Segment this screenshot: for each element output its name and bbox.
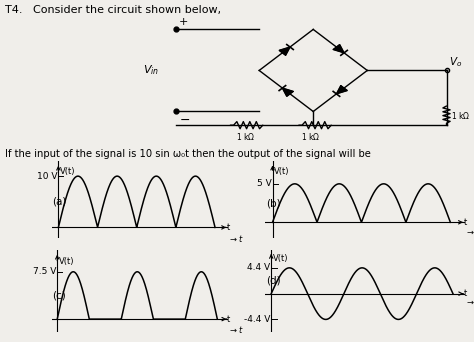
Text: If the input of the signal is 10 sin ω₀t then the output of the signal will be: If the input of the signal is 10 sin ω₀t… — [5, 149, 371, 159]
Text: t: t — [464, 218, 466, 227]
Text: 1 k$\Omega$: 1 k$\Omega$ — [451, 110, 470, 121]
Text: $\rightarrow t$: $\rightarrow t$ — [228, 324, 243, 335]
Text: V(t): V(t) — [60, 168, 75, 176]
Text: $\rightarrow t$: $\rightarrow t$ — [465, 226, 474, 237]
Text: $V_{in}$: $V_{in}$ — [143, 64, 159, 77]
Text: (a): (a) — [53, 197, 67, 207]
Polygon shape — [283, 88, 293, 96]
Text: t: t — [227, 315, 230, 324]
Polygon shape — [279, 47, 290, 55]
Text: (d): (d) — [265, 276, 280, 286]
Text: 5 V: 5 V — [256, 179, 272, 188]
Polygon shape — [337, 86, 347, 94]
Text: (c): (c) — [52, 290, 66, 300]
Text: 1 k$\Omega$: 1 k$\Omega$ — [301, 131, 320, 142]
Text: t: t — [227, 223, 230, 232]
Text: $\rightarrow t$: $\rightarrow t$ — [465, 296, 474, 307]
Text: T4.   Consider the circuit shown below,: T4. Consider the circuit shown below, — [5, 5, 221, 15]
Polygon shape — [333, 44, 344, 53]
Text: V(t): V(t) — [58, 256, 74, 266]
Text: 1 k$\Omega$: 1 k$\Omega$ — [236, 131, 255, 142]
Text: $\rightarrow t$: $\rightarrow t$ — [228, 233, 243, 244]
Text: 10 V: 10 V — [37, 172, 57, 181]
Text: 4.4 V: 4.4 V — [247, 263, 270, 272]
Text: 7.5 V: 7.5 V — [33, 267, 56, 276]
Text: $V_o$: $V_o$ — [449, 55, 463, 69]
Text: +: + — [179, 17, 189, 27]
Text: V(t): V(t) — [273, 254, 288, 263]
Text: t: t — [464, 289, 467, 298]
Text: −: − — [179, 114, 190, 127]
Text: (b): (b) — [266, 198, 280, 208]
Text: -4.4 V: -4.4 V — [244, 315, 270, 324]
Text: V(t): V(t) — [274, 167, 290, 176]
